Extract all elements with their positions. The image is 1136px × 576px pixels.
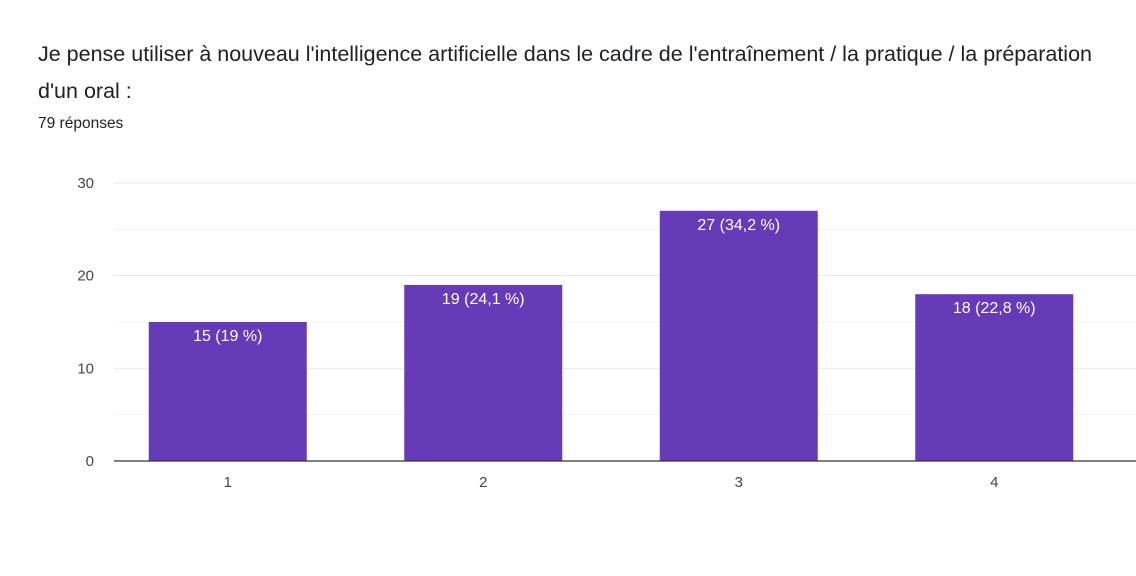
bar-1[interactable] bbox=[148, 322, 307, 461]
bar-data-label: 18 (22,8 %) bbox=[953, 300, 1036, 317]
bar-data-label: 19 (24,1 %) bbox=[442, 291, 525, 308]
y-axis-ticks: 0 10 20 30 bbox=[77, 175, 94, 470]
response-count: 79 réponses bbox=[38, 115, 124, 132]
x-tick-label: 2 bbox=[479, 474, 487, 491]
y-tick-label: 10 bbox=[77, 360, 94, 377]
bar-data-label: 15 (19 %) bbox=[193, 328, 262, 345]
bar-labels: 15 (19 %) 19 (24,1 %) 27 (34,2 %) 18 (22,8 … bbox=[193, 217, 1036, 345]
x-tick-label: 4 bbox=[990, 474, 998, 491]
x-tick-label: 3 bbox=[735, 474, 743, 491]
bar-3[interactable] bbox=[659, 210, 818, 461]
bar-2[interactable] bbox=[404, 284, 563, 461]
bar-4[interactable] bbox=[915, 294, 1074, 461]
x-tick-label: 1 bbox=[224, 474, 232, 491]
y-tick-label: 20 bbox=[77, 268, 94, 285]
chart-title: Je pense utiliser à nouveau l'intelligen… bbox=[38, 42, 1092, 103]
bar-data-label: 27 (34,2 %) bbox=[697, 217, 780, 234]
bars bbox=[148, 210, 1074, 461]
y-tick-label: 30 bbox=[77, 175, 94, 192]
x-axis-ticks: 1 2 3 4 bbox=[224, 474, 999, 491]
y-tick-label: 0 bbox=[86, 453, 94, 470]
